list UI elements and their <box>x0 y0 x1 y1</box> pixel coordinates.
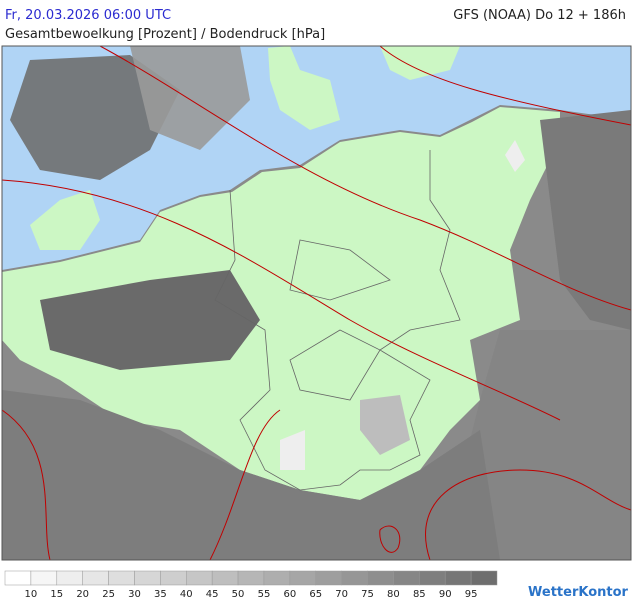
cloud-light <box>280 430 305 470</box>
legend-label: 25 <box>102 589 115 600</box>
legend-label: 10 <box>25 589 38 600</box>
legend-swatch <box>186 570 213 586</box>
isobars <box>1 45 632 561</box>
legend-label: 30 <box>128 589 141 600</box>
legend-swatch <box>419 570 446 586</box>
legend-swatch <box>4 570 32 586</box>
cloud <box>2 390 500 560</box>
legend-swatch <box>160 570 187 586</box>
land-england <box>30 190 100 250</box>
map-frame <box>1 45 632 561</box>
legend-swatch <box>367 570 394 586</box>
legend-swatch <box>56 570 83 586</box>
land-sweden <box>380 46 460 80</box>
legend-label: 40 <box>180 589 193 600</box>
map-title: Gesamtbewoelkung [Prozent] / Bodendruck … <box>5 27 325 42</box>
logo: WetterKontor <box>528 585 629 600</box>
timestamp: Fr, 20.03.2026 06:00 UTC <box>5 8 171 23</box>
cloud <box>470 330 631 560</box>
legend-swatch <box>393 570 420 586</box>
legend-label: 60 <box>283 589 296 600</box>
legend-label: 90 <box>439 589 452 600</box>
legend-swatch <box>211 570 239 586</box>
legend: 10 15 20 25 30 35 40 45 50 55 60 65 70 75 80 85 90 95 <box>4 570 498 600</box>
legend-swatch <box>289 570 316 586</box>
legend-label: 75 <box>361 589 374 600</box>
land <box>2 107 560 500</box>
legend-swatch <box>263 570 291 586</box>
legend-swatch <box>341 570 368 586</box>
legend-swatch <box>108 570 135 586</box>
land-denmark <box>268 46 340 130</box>
legend-swatch <box>237 570 265 586</box>
legend-swatch <box>82 570 109 586</box>
legend-label: 55 <box>258 589 271 600</box>
legend-label: 70 <box>335 589 348 600</box>
legend-swatch <box>470 570 498 586</box>
legend-label: 95 <box>465 589 478 600</box>
cloud-dark <box>10 55 180 180</box>
legend-label: 35 <box>154 589 167 600</box>
legend-label: 20 <box>76 589 89 600</box>
legend-swatch <box>444 570 472 586</box>
borders <box>214 150 461 491</box>
legend-label: 80 <box>387 589 400 600</box>
legend-label: 45 <box>206 589 219 600</box>
legend-label: 15 <box>50 589 63 600</box>
legend-swatch <box>315 570 342 586</box>
cloud <box>130 46 250 150</box>
cloud-dark <box>40 270 260 370</box>
model-run: GFS (NOAA) Do 12 + 186h <box>453 8 626 23</box>
cloud-light <box>505 140 525 172</box>
legend-label: 65 <box>309 589 322 600</box>
legend-label: 50 <box>232 589 245 600</box>
cloud-dark <box>540 110 631 330</box>
cloud-light <box>360 395 410 455</box>
legend-swatch <box>134 570 161 586</box>
legend-label: 85 <box>413 589 426 600</box>
legend-swatch <box>30 570 58 586</box>
map <box>1 45 632 561</box>
